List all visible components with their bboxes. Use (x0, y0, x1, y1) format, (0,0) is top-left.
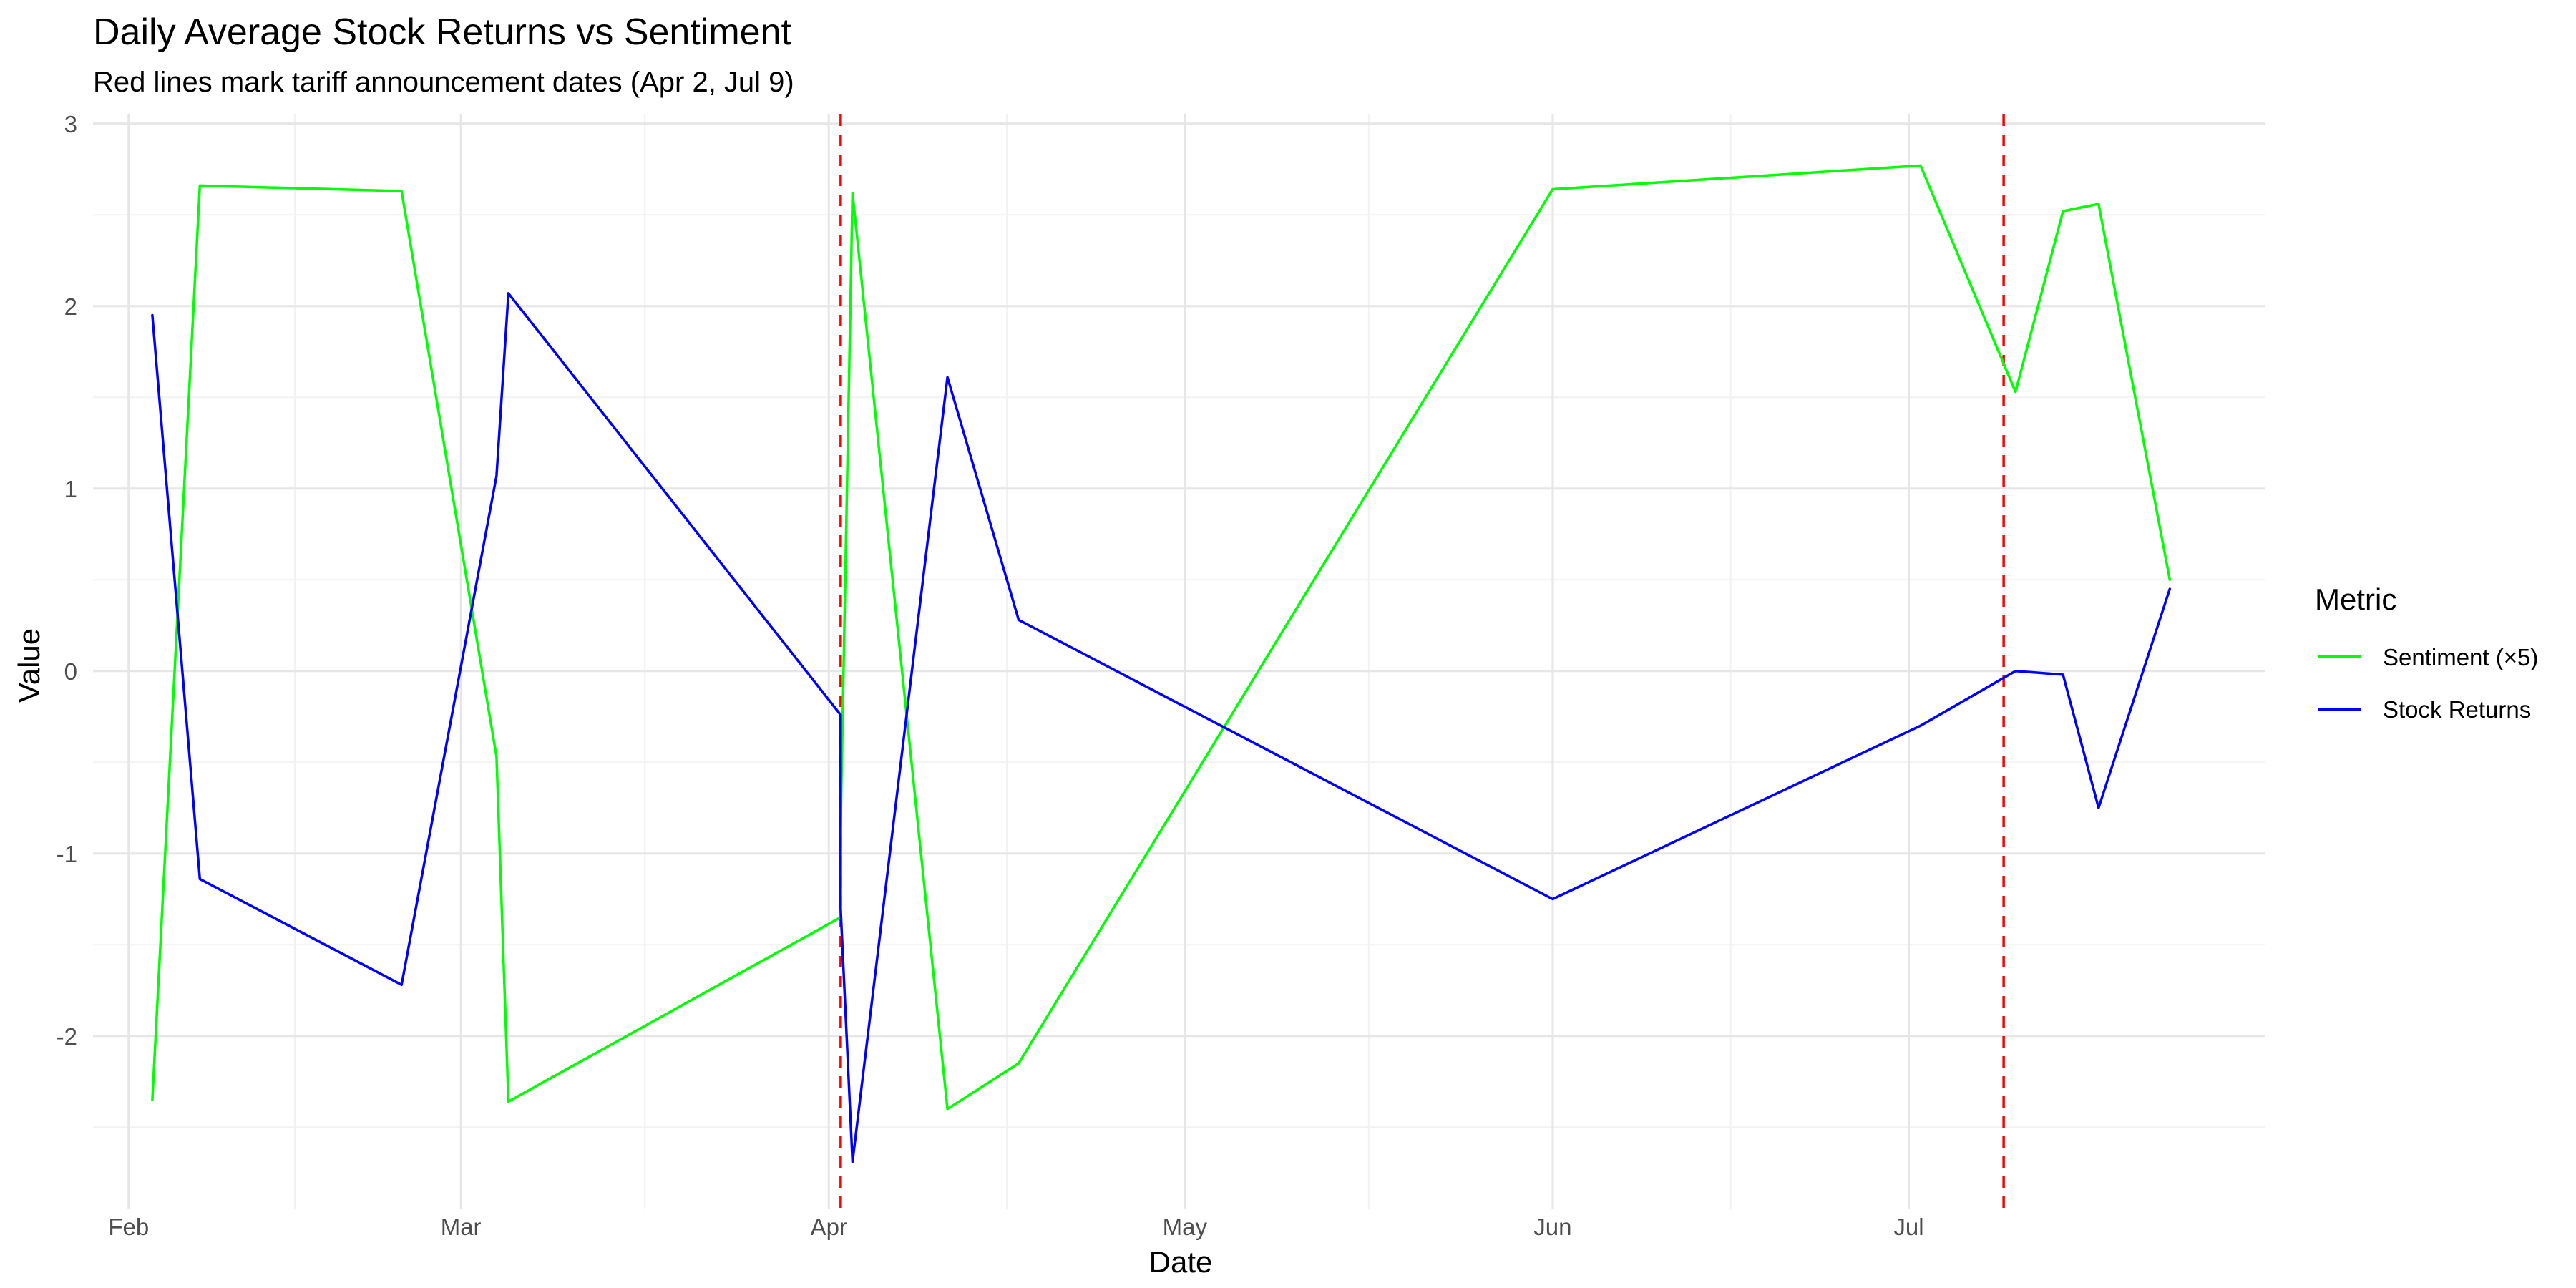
y-tick-label: 1 (64, 476, 77, 502)
chart-subtitle: Red lines mark tariff announcement dates… (93, 67, 794, 98)
x-tick-label: Jul (1893, 1214, 1923, 1240)
y-tick-label: -2 (57, 1023, 77, 1050)
y-tick-labels: -2 -1 0 1 2 3 (57, 111, 77, 1050)
tariff-date-lines (839, 114, 2005, 1209)
series-line (151, 164, 2172, 1111)
x-tick-label: Apr (811, 1214, 847, 1240)
y-tick-label: 0 (64, 658, 77, 685)
legend: Metric Sentiment (×5) Stock Returns (2315, 582, 2538, 723)
x-axis-title: Date (1149, 1245, 1213, 1279)
chart-title: Daily Average Stock Returns vs Sentiment (93, 11, 791, 53)
x-tick-label: May (1163, 1214, 1208, 1240)
legend-label: Stock Returns (2383, 696, 2531, 723)
major-gridlines (93, 114, 2265, 1209)
y-tick-label: 2 (64, 293, 77, 320)
x-tick-label: Jun (1533, 1214, 1571, 1240)
x-tick-label: Mar (441, 1214, 482, 1240)
legend-title: Metric (2315, 582, 2396, 616)
x-tick-label: Feb (108, 1214, 149, 1240)
legend-label: Sentiment (×5) (2383, 644, 2538, 670)
x-tick-labels: Feb Mar Apr May Jun Jul (108, 1214, 1923, 1240)
y-tick-label: 3 (64, 111, 77, 137)
series-lines (151, 164, 2172, 1163)
minor-gridlines (93, 114, 2265, 1209)
y-tick-label: -1 (57, 841, 77, 867)
series-line (151, 292, 2172, 1163)
y-axis-title: Value (12, 628, 46, 703)
